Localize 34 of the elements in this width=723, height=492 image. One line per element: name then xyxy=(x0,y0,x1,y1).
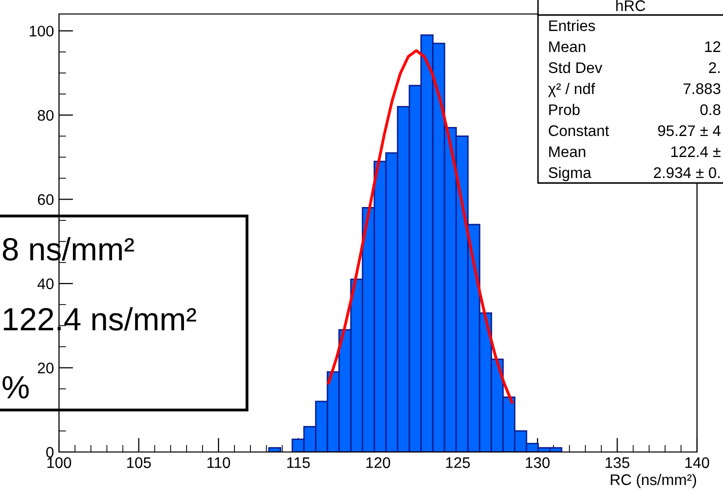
annotation: Prob xyxy=(549,104,580,116)
annotation: 95.27 ± 4 xyxy=(658,125,721,136)
x-tick-label: 110 xyxy=(207,457,230,468)
x-tick-label: 135 xyxy=(606,457,630,468)
text: 2. xyxy=(709,62,720,73)
x-tick-label: 100 xyxy=(47,457,72,468)
text: 12 xyxy=(705,41,720,52)
annotation: 122.4 ± xyxy=(671,146,721,157)
x-tick-label: 130 xyxy=(526,457,550,468)
annotation: 7.883 xyxy=(684,83,720,94)
annotation: Std Dev xyxy=(548,62,602,74)
x-tick-label: 120 xyxy=(366,457,390,468)
annotation: Entries xyxy=(549,20,595,32)
y-tick-label: 40 xyxy=(38,278,54,290)
annotation: Constant xyxy=(548,125,610,136)
line-series xyxy=(327,49,514,404)
annotation: Mean xyxy=(549,41,586,52)
x-tick-label: 115 xyxy=(287,457,310,468)
y-tick-label: 80 xyxy=(38,110,54,121)
y-tick-label: 0 xyxy=(46,446,54,458)
x-tick-label: 105 xyxy=(127,457,151,468)
x-tick-label: 125 xyxy=(446,457,470,468)
text: 0.8 xyxy=(700,104,720,116)
annotation: 2.934 ± 0. xyxy=(654,167,720,178)
y-tick-label: 20 xyxy=(38,362,54,374)
annotation: Mean xyxy=(549,146,586,158)
x-axis-title: RC (ns/mm²) xyxy=(610,474,696,488)
annotation: Sigma xyxy=(548,166,592,182)
y-tick-label: 100 xyxy=(30,26,54,37)
y-tick-label: 60 xyxy=(38,194,54,205)
text: % xyxy=(2,376,29,398)
x-tick-label: 140 xyxy=(685,457,710,468)
text: hRC xyxy=(616,0,646,12)
annotation: χ² / ndf xyxy=(548,82,596,98)
